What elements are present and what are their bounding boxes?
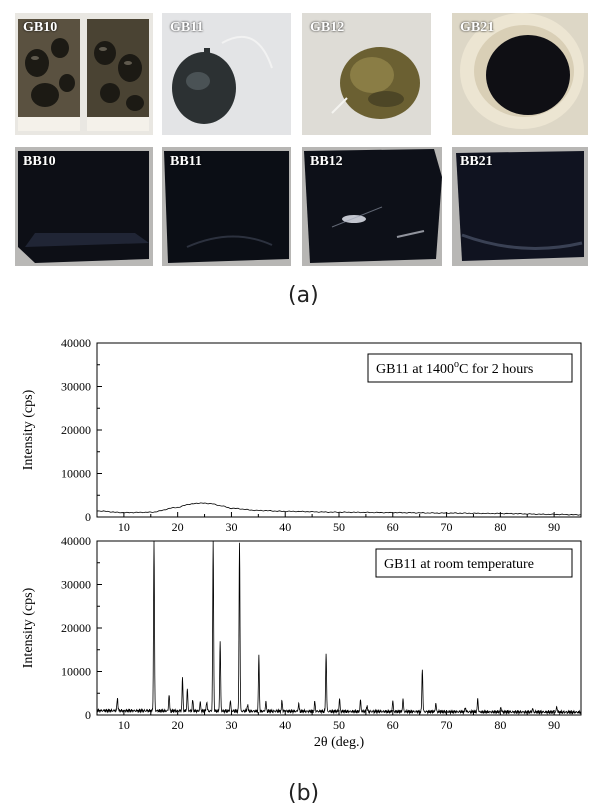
x-tick-label: 40 bbox=[279, 520, 291, 534]
series-line-room-temp bbox=[96, 540, 582, 716]
caption-a: (a) bbox=[288, 283, 319, 308]
photo-bb21: BB21 bbox=[452, 147, 588, 266]
x-tick-label: 10 bbox=[118, 718, 130, 732]
photo-gb10-image bbox=[15, 13, 153, 135]
x-tick-label: 30 bbox=[225, 718, 237, 732]
x-tick-label: 30 bbox=[225, 520, 237, 534]
legend-text-bottom: GB11 at room temperature bbox=[384, 557, 534, 572]
x-tick-label: 20 bbox=[172, 718, 184, 732]
photo-label: GB10 bbox=[23, 20, 58, 35]
photo-bb21-image bbox=[452, 147, 588, 266]
y-tick-label: 10000 bbox=[61, 467, 91, 481]
xlabel: 2θ (deg.) bbox=[314, 735, 365, 750]
y-tick-label: 30000 bbox=[61, 578, 91, 592]
x-tick-label: 80 bbox=[494, 718, 506, 732]
photo-gb10: GB10 bbox=[15, 13, 153, 135]
x-tick-label: 40 bbox=[279, 718, 291, 732]
y-tick-label: 40000 bbox=[61, 534, 91, 548]
x-tick-label: 50 bbox=[333, 718, 345, 732]
photo-label: GB11 bbox=[170, 20, 204, 35]
photo-gb12-image bbox=[302, 13, 431, 135]
y-tick-label: 40000 bbox=[61, 336, 91, 350]
legend-text-top: GB11 at 1400oC for 2 hours bbox=[376, 359, 533, 377]
y-tick-label: 10000 bbox=[61, 665, 91, 679]
axes-top: 0 10000 20000 30000 40000 10 20 30 40 50 60 70 80 90 bbox=[61, 336, 560, 534]
y-tick-label: 20000 bbox=[61, 423, 91, 437]
photo-gb12: GB12 bbox=[302, 13, 431, 135]
photo-gb11-image bbox=[162, 13, 291, 135]
x-tick-label: 70 bbox=[441, 718, 453, 732]
x-tick-label: 80 bbox=[494, 520, 506, 534]
y-tick-label: 30000 bbox=[61, 380, 91, 394]
ylabel-bottom: Intensity (cps) bbox=[21, 587, 36, 668]
photo-label: GB21 bbox=[460, 20, 495, 35]
x-tick-label: 10 bbox=[118, 520, 130, 534]
photo-bb11: BB11 bbox=[162, 147, 291, 266]
ylabel-top: Intensity (cps) bbox=[21, 389, 36, 470]
caption-b: (b) bbox=[288, 781, 320, 806]
photo-label: BB21 bbox=[460, 154, 493, 169]
x-tick-label: 50 bbox=[333, 520, 345, 534]
axes-bottom: 0 10000 20000 30000 40000 10 20 30 40 50 60 70 80 90 bbox=[61, 534, 560, 732]
y-tick-label: 0 bbox=[85, 708, 91, 722]
legend-box-bottom bbox=[375, 548, 573, 578]
photo-bb10: BB10 bbox=[15, 147, 153, 266]
photo-label: BB10 bbox=[23, 154, 56, 169]
photo-label: GB12 bbox=[310, 20, 345, 35]
x-tick-label: 60 bbox=[387, 520, 399, 534]
y-tick-label: 20000 bbox=[61, 621, 91, 635]
x-tick-label: 90 bbox=[548, 718, 560, 732]
photo-gb11: GB11 bbox=[162, 13, 291, 135]
x-tick-label: 60 bbox=[387, 718, 399, 732]
x-tick-label: 90 bbox=[548, 520, 560, 534]
legend-box-top bbox=[367, 353, 573, 383]
photo-label: BB12 bbox=[310, 154, 343, 169]
photo-gb21-image bbox=[452, 13, 588, 135]
series-line-annealed bbox=[96, 502, 582, 516]
x-tick-label: 70 bbox=[441, 520, 453, 534]
photo-bb12-image bbox=[302, 147, 442, 266]
x-tick-label: 20 bbox=[172, 520, 184, 534]
photo-gb21: GB21 bbox=[452, 13, 588, 135]
photo-label: BB11 bbox=[170, 154, 202, 169]
photo-bb11-image bbox=[162, 147, 291, 266]
photo-bb10-image bbox=[15, 147, 153, 266]
photo-bb12: BB12 bbox=[302, 147, 442, 266]
y-tick-label: 0 bbox=[85, 510, 91, 524]
